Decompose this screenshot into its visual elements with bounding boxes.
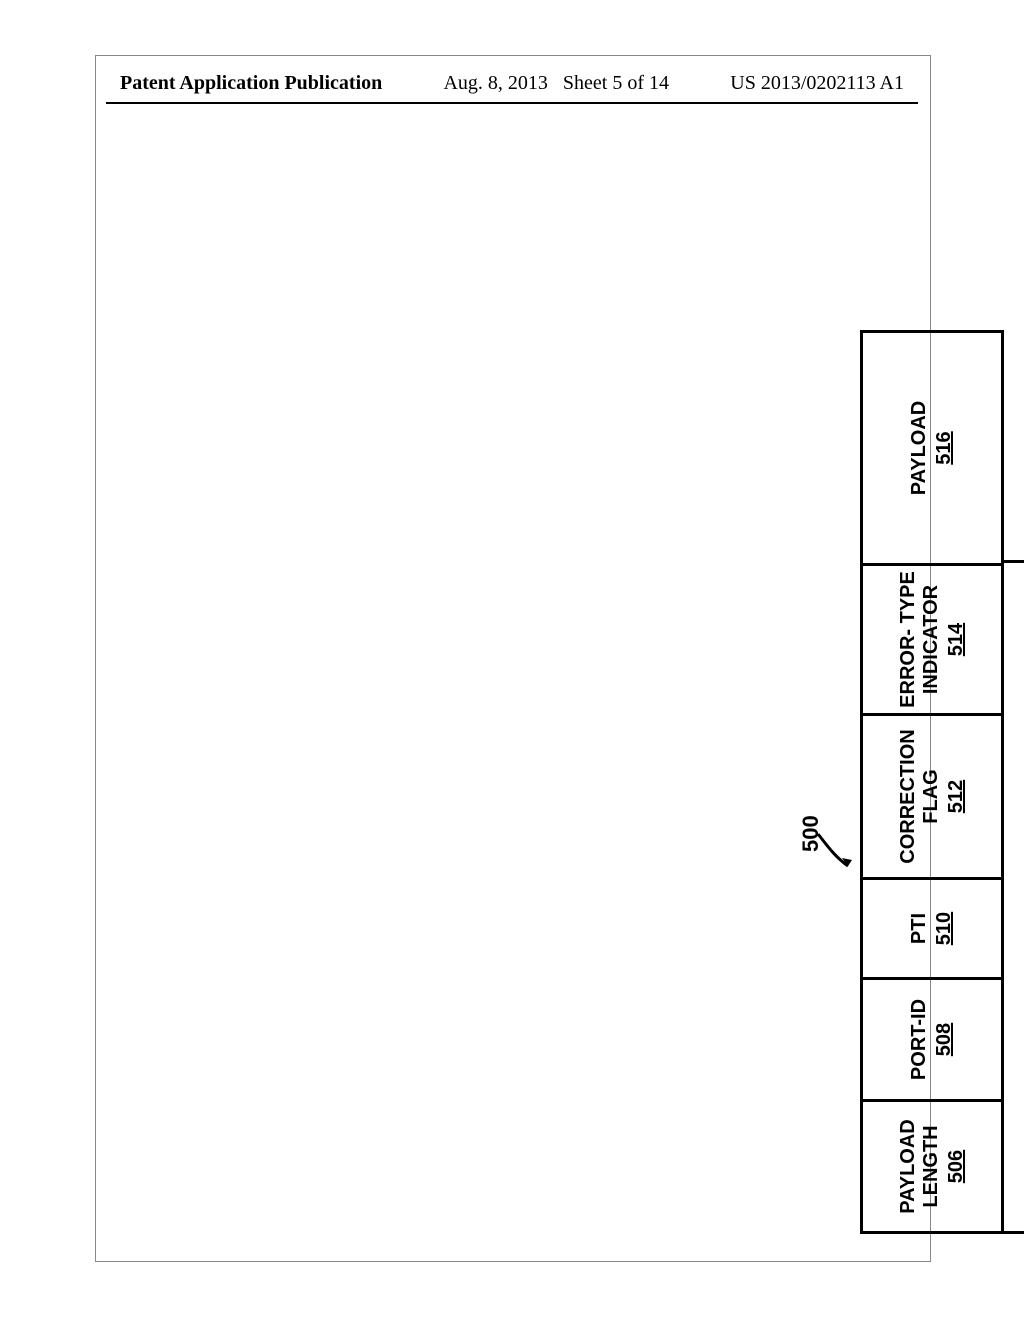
packet-field-label: FLAG xyxy=(920,769,943,823)
packet-field: PORT-ID508 xyxy=(863,977,1001,1099)
packet-field-label: CORRECTION xyxy=(897,729,920,863)
packet-field-ref: 510 xyxy=(933,912,956,945)
packet-field-label: PORT-ID xyxy=(908,999,931,1080)
packet-field: PTI510 xyxy=(863,877,1001,977)
header-right: US 2013/0202113 A1 xyxy=(730,72,904,95)
packet-field-ref: 514 xyxy=(945,623,968,656)
packet-field: PAYLOAD516 xyxy=(863,333,1001,563)
sheet-frame xyxy=(95,55,931,1262)
header-rule xyxy=(106,102,918,104)
packet-field: ERROR- TYPEINDICATOR514 xyxy=(863,563,1001,713)
packet-field-ref: 512 xyxy=(945,780,968,813)
packet-field-label: INDICATOR xyxy=(920,585,943,694)
header-left: Patent Application Publication xyxy=(120,72,382,95)
packet-field: CORRECTIONFLAG512 xyxy=(863,713,1001,877)
packet-field-label: PAYLOAD xyxy=(908,401,931,495)
header-center: Aug. 8, 2013 Sheet 5 of 14 xyxy=(443,72,669,95)
packet-field-label: PTI xyxy=(908,913,931,944)
leader-arrow-icon xyxy=(816,830,856,874)
header-brace xyxy=(1001,560,1024,1234)
figure-500: 500 PAYLOADLENGTH506PORT-ID508PTI510CORR… xyxy=(860,330,1004,1234)
packet-structure: PAYLOADLENGTH506PORT-ID508PTI510CORRECTI… xyxy=(860,330,1004,1234)
packet-field-label: PAYLOAD xyxy=(897,1119,920,1213)
page: Patent Application Publication Aug. 8, 2… xyxy=(0,0,1024,1320)
page-header: Patent Application Publication Aug. 8, 2… xyxy=(0,72,1024,101)
packet-field-ref: 516 xyxy=(933,431,956,464)
packet-field-ref: 506 xyxy=(945,1150,968,1183)
packet-field: PAYLOADLENGTH506 xyxy=(863,1099,1001,1231)
packet-field-ref: 508 xyxy=(933,1023,956,1056)
packet-field-label: ERROR- TYPE xyxy=(897,571,920,708)
packet-field-label: LENGTH xyxy=(920,1125,943,1207)
